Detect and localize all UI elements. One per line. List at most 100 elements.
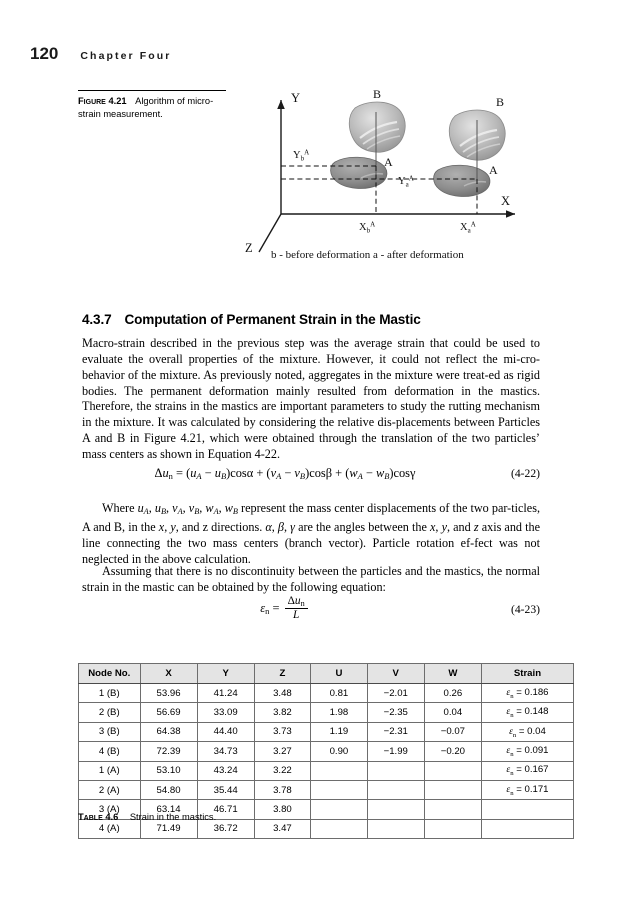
cell-v: −1.99 xyxy=(366,741,425,762)
figure-caption: Figure 4.21 Algorithm of micro-strain me… xyxy=(78,90,228,120)
particle-label-a-right: A xyxy=(489,163,498,177)
cell-u: 1.19 xyxy=(310,721,368,743)
paragraph-2: Where uA, uB, vA, vB, wA, wB represent t… xyxy=(82,501,541,566)
cell-w: 0.04 xyxy=(423,702,482,723)
paragraph-block-3: Assuming that there is no discontinuity … xyxy=(82,564,540,596)
axis-label-x: X xyxy=(501,194,510,208)
cell-w: −0.07 xyxy=(423,721,482,743)
cell-strain xyxy=(480,818,575,840)
table-row: 2 (B) 56.69 33.09 3.82 1.98 −2.35 0.04 εn = 0.1… xyxy=(78,702,575,723)
cell-y: 46.71 xyxy=(196,799,255,820)
figure-artwork: Y X Z xyxy=(243,86,533,271)
equation-4-23-number: (4-23) xyxy=(511,602,540,616)
strain-table: Node No. X Y Z U V W Strain 1 (B) 53.96 41… xyxy=(78,663,575,840)
cell-w xyxy=(423,760,482,781)
table-row: 4 (A) 71.49 36.72 3.47 xyxy=(78,818,575,840)
table-row: 4 (B) 72.39 34.73 3.27 0.90 −1.99 −0.20 εn = 0.… xyxy=(78,741,575,762)
cell-x: 72.39 xyxy=(139,741,198,762)
cell-strain: εn = 0.171 xyxy=(480,779,575,801)
th-node: Node No. xyxy=(78,663,141,684)
cell-node: 2 (A) xyxy=(78,779,141,801)
cell-w xyxy=(423,818,482,840)
cell-v: −2.01 xyxy=(366,682,425,704)
particle-label-b-right: B xyxy=(496,95,504,109)
cell-v: −2.31 xyxy=(366,721,425,743)
cell-z: 3.80 xyxy=(253,799,312,820)
cell-y: 43.24 xyxy=(196,760,255,781)
cell-x: 53.10 xyxy=(139,760,198,781)
axis-label-y: Y xyxy=(291,91,300,105)
cell-v xyxy=(366,799,425,820)
cell-strain: εn = 0.04 xyxy=(480,721,575,743)
cell-z: 3.48 xyxy=(253,682,312,704)
cell-node: 3 (B) xyxy=(78,721,141,743)
table-row: 3 (B) 64.38 44.40 3.73 1.19 −2.31 −0.07 εn = 0.… xyxy=(78,721,575,743)
cell-strain: εn = 0.186 xyxy=(480,682,575,704)
tick-label-xa: XaA xyxy=(460,221,476,235)
cell-node: 4 (B) xyxy=(78,741,141,762)
figure-label: Figure xyxy=(78,96,106,106)
particle-label-a-left: A xyxy=(384,155,393,169)
x-arrowhead xyxy=(506,210,515,218)
running-head: 120 Chapter Four xyxy=(30,44,172,64)
cell-u xyxy=(310,760,368,781)
cell-x: 64.38 xyxy=(139,721,198,743)
th-strain: Strain xyxy=(480,663,575,684)
cell-x: 53.96 xyxy=(139,682,198,704)
section-number: 4.3.7 xyxy=(82,312,112,327)
particle-label-b-left: B xyxy=(373,87,381,101)
cell-strain: εn = 0.091 xyxy=(480,741,575,762)
th-u: U xyxy=(310,663,368,684)
table-caption: Table 4.6 Strain in the mastics. xyxy=(78,812,216,822)
th-w: W xyxy=(423,663,482,684)
tick-label-xb: XbA xyxy=(359,221,375,235)
cell-u xyxy=(310,818,368,840)
paragraph-1: Macro-strain described in the previous s… xyxy=(82,336,540,461)
table-row: 2 (A) 54.80 35.44 3.78 εn = 0.171 xyxy=(78,779,575,801)
cell-v: −2.35 xyxy=(366,702,425,723)
table-body: 1 (B) 53.96 41.24 3.48 0.81 −2.01 0.26 εn = 0.1… xyxy=(78,682,575,840)
th-z: Z xyxy=(253,663,312,684)
particle-a-before xyxy=(330,156,388,189)
page-number: 120 xyxy=(30,44,59,63)
particle-b-before xyxy=(348,101,406,153)
fraction: Δun L xyxy=(284,595,308,621)
cell-node: 1 (B) xyxy=(78,682,141,704)
equation-4-22-body: Δun = (uA − uB)cosα + (vA − vB)cosβ + (w… xyxy=(154,466,416,482)
table-header-row: Node No. X Y Z U V W Strain xyxy=(78,663,575,684)
cell-z: 3.73 xyxy=(253,721,312,743)
section-heading: 4.3.7 Computation of Permanent Strain in … xyxy=(82,312,421,327)
particle-a-after xyxy=(433,164,491,197)
chapter-title: Chapter Four xyxy=(80,50,172,62)
cell-v xyxy=(366,760,425,781)
th-x: X xyxy=(139,663,198,684)
cell-z: 3.27 xyxy=(253,741,312,762)
axis-lines xyxy=(258,100,515,253)
cell-node: 2 (B) xyxy=(78,702,141,723)
axis-label-z: Z xyxy=(245,241,253,255)
paragraph-block-2: Where uA, uB, vA, vB, wA, wB represent t… xyxy=(82,501,540,567)
cell-y: 44.40 xyxy=(196,721,255,743)
cell-w: 0.26 xyxy=(423,682,482,704)
projection-lines xyxy=(281,165,478,214)
cell-u: 0.90 xyxy=(310,741,368,762)
section-title: Computation of Permanent Strain in the M… xyxy=(124,312,421,327)
cell-y: 35.44 xyxy=(196,779,255,801)
cell-y: 34.73 xyxy=(196,741,255,762)
equation-4-23-body: εn = Δun L xyxy=(82,595,488,622)
cell-y: 41.24 xyxy=(196,682,255,704)
table-number: 4.6 xyxy=(105,812,119,822)
equation-4-23-row: εn = Δun L (4-23) xyxy=(82,595,540,622)
cell-w xyxy=(423,779,482,801)
cell-strain: εn = 0.148 xyxy=(480,702,575,723)
data-table-wrapper: Node No. X Y Z U V W Strain 1 (B) 53.96 41… xyxy=(78,663,575,840)
tick-label-ya: YaA xyxy=(398,175,414,189)
cell-u: 0.81 xyxy=(310,682,368,704)
paragraph-3: Assuming that there is no discontinuity … xyxy=(82,564,540,594)
cell-u: 1.98 xyxy=(310,702,368,723)
cell-z: 3.47 xyxy=(253,818,312,840)
table-row: 1 (B) 53.96 41.24 3.48 0.81 −2.01 0.26 εn = 0.1… xyxy=(78,682,575,704)
cell-y: 36.72 xyxy=(196,818,255,840)
caption-rule xyxy=(78,90,226,91)
